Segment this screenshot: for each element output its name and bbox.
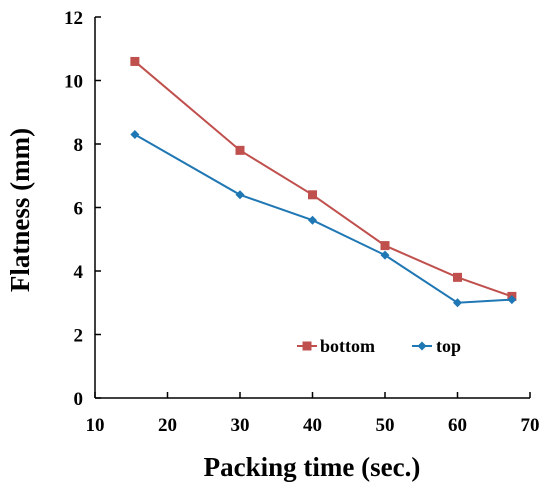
y-tick-label: 0 [74, 389, 84, 410]
plot-area [94, 17, 530, 399]
series-bottom [130, 56, 517, 301]
y-tick-label: 10 [64, 72, 83, 93]
data-point-bottom [380, 241, 390, 251]
data-point-top [453, 298, 462, 308]
legend: bottom top [297, 336, 461, 356]
data-point-top [380, 250, 390, 260]
series-line-bottom [134, 60, 513, 298]
y-tick-label: 4 [74, 262, 84, 283]
y-tick-label: 12 [64, 8, 83, 29]
data-point-top [235, 190, 245, 200]
legend-label: top [436, 336, 461, 356]
series-line-top [134, 133, 512, 304]
y-ticks: 0 2 4 6 8 10 12 [64, 8, 101, 410]
x-axis-title: Packing time (sec.) [204, 452, 421, 482]
series-top [130, 129, 517, 308]
data-point-top [130, 129, 140, 139]
legend-label: bottom [320, 336, 375, 356]
x-ticks: 10 20 30 40 50 60 70 [86, 392, 540, 436]
x-tick-label: 30 [231, 415, 250, 436]
series-layer [130, 56, 517, 308]
x-tick-label: 20 [158, 415, 177, 436]
legend-marker [417, 341, 427, 351]
data-point-bottom [308, 190, 317, 200]
x-tick-label: 70 [521, 415, 540, 436]
legend-marker [302, 341, 312, 351]
x-tick-label: 10 [86, 415, 105, 436]
data-point-top [507, 295, 517, 305]
y-axis-title: Flatness (mm) [5, 128, 35, 292]
x-tick-label: 40 [303, 415, 322, 436]
legend-item-bottom: bottom [297, 336, 375, 356]
y-tick-label: 8 [74, 135, 84, 156]
y-tick-label: 6 [74, 199, 84, 220]
legend-item-top: top [412, 336, 461, 356]
x-tick-label: 50 [376, 415, 395, 436]
data-point-bottom [235, 145, 245, 155]
x-tick-label: 60 [448, 415, 467, 436]
data-point-bottom [130, 56, 140, 66]
data-point-top [308, 215, 317, 225]
data-point-bottom [453, 272, 462, 282]
y-tick-label: 2 [74, 326, 84, 347]
